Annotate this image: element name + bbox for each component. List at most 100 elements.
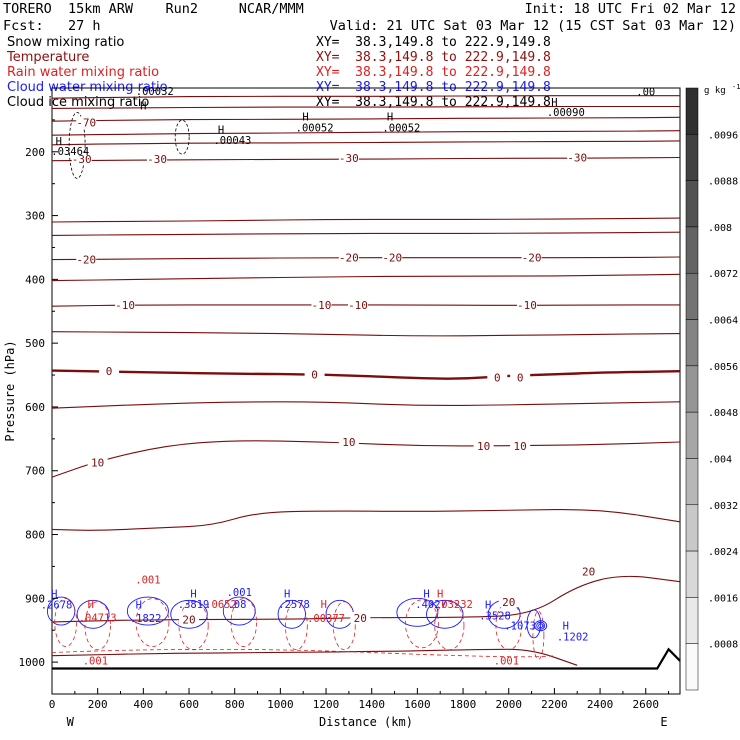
colorbar-tick-label: .0056 bbox=[708, 362, 738, 373]
isotherm-line bbox=[51, 231, 681, 236]
model-header: TORERO 15km ARW Run2 NCAR/MMM bbox=[3, 1, 304, 17]
x-tick-label: 400 bbox=[133, 698, 153, 711]
terrain-line bbox=[52, 647, 681, 670]
y-tick-label: 700 bbox=[25, 465, 45, 478]
isotherm-label: -30 bbox=[339, 152, 359, 165]
max-label: H bbox=[321, 599, 327, 611]
x-tick-label: 0 bbox=[49, 698, 56, 711]
cloud-water-contour bbox=[46, 596, 76, 626]
isotherm-line bbox=[51, 648, 578, 666]
colorbar-tick-label: .0024 bbox=[708, 547, 738, 558]
x-tick-label: 1200 bbox=[313, 698, 340, 711]
isotherm-label: 0 bbox=[106, 365, 113, 378]
max-label: H bbox=[551, 97, 557, 109]
isotherm-line bbox=[51, 95, 680, 99]
max-label: .08 bbox=[227, 599, 246, 611]
isotherm-line bbox=[51, 331, 681, 337]
label-mask bbox=[304, 368, 325, 380]
colorbar-tick-label: .0048 bbox=[708, 408, 738, 419]
field-name: Temperature bbox=[7, 50, 90, 65]
cloud-water-contour bbox=[536, 621, 546, 630]
max-label: H bbox=[190, 589, 196, 601]
x-tick-label: 2600 bbox=[632, 698, 659, 711]
max-label: .03464 bbox=[51, 146, 89, 158]
max-label: .1822 bbox=[130, 613, 162, 625]
label-mask bbox=[498, 596, 519, 608]
colorbar-tick-label: .0064 bbox=[708, 316, 738, 327]
isotherm-line bbox=[51, 273, 681, 282]
isotherm-label: -70 bbox=[76, 116, 96, 129]
max-label: H bbox=[284, 589, 290, 601]
isotherm-line bbox=[51, 140, 681, 146]
x-tick-label: 200 bbox=[88, 698, 108, 711]
isotherm-label: 20 bbox=[502, 596, 515, 609]
label-mask bbox=[516, 298, 537, 310]
isotherm-label: -20 bbox=[382, 252, 402, 265]
y-tick-label: 900 bbox=[25, 592, 45, 605]
max-label: H bbox=[88, 599, 94, 611]
field-name: Snow mixing ratio bbox=[7, 35, 125, 50]
cloud-water-contour bbox=[126, 596, 169, 626]
isotherm-label: -10 bbox=[312, 299, 332, 312]
label-mask bbox=[578, 565, 599, 577]
colorbar-segment bbox=[685, 550, 699, 598]
colorbar-tick-label: .0016 bbox=[708, 593, 738, 604]
x-tick-label: 1400 bbox=[358, 698, 385, 711]
cloud-water-contour bbox=[534, 620, 548, 632]
field-xy-range: XY= 38.3,149.8 to 222.9,149.8 bbox=[316, 65, 551, 80]
label-mask bbox=[473, 439, 494, 451]
y-tick-label: 200 bbox=[25, 146, 45, 159]
label-mask bbox=[510, 439, 531, 451]
colorbar-segment bbox=[685, 365, 699, 413]
isotherm-line bbox=[51, 217, 681, 223]
y-tick-label: 600 bbox=[25, 401, 45, 414]
label-mask bbox=[521, 251, 542, 263]
max-label: .0652 bbox=[205, 599, 237, 611]
isotherm-label: -10 bbox=[115, 299, 135, 312]
isotherm-line bbox=[51, 256, 681, 261]
max-label: .001 bbox=[83, 656, 108, 668]
max-label: .00377 bbox=[307, 613, 345, 625]
max-label: .001 bbox=[227, 587, 252, 599]
valid-time: Valid: 21 UTC Sat 03 Mar 12 (15 CST Sat … bbox=[329, 18, 736, 34]
colorbar-segment bbox=[685, 180, 699, 228]
isotherm-label: -20 bbox=[522, 252, 542, 265]
init-time: Init: 18 UTC Fri 02 Mar 12 bbox=[524, 1, 736, 17]
x-axis-title: Distance (km) bbox=[319, 715, 413, 729]
cloud-water-contour bbox=[170, 599, 208, 629]
max-label: H bbox=[136, 600, 142, 612]
isotherm-label: 0 bbox=[311, 368, 318, 381]
cloud-water-contour bbox=[426, 599, 464, 629]
isotherm-label: 10 bbox=[342, 436, 355, 449]
rain-contour bbox=[230, 598, 258, 647]
rain-contour bbox=[405, 599, 439, 649]
max-label: H bbox=[423, 589, 429, 601]
max-label: H bbox=[51, 589, 57, 601]
x-tick-label: 1800 bbox=[450, 698, 477, 711]
rain-contour bbox=[332, 601, 356, 651]
cloud-water-contour bbox=[538, 623, 544, 629]
label-mask bbox=[510, 371, 531, 383]
max-label: .001 bbox=[494, 656, 519, 668]
max-label: .001 bbox=[135, 575, 160, 587]
rain-contour bbox=[84, 601, 111, 651]
rain-contour bbox=[495, 601, 522, 651]
isotherm-line bbox=[51, 105, 680, 109]
x-tick-label: 1000 bbox=[267, 698, 294, 711]
colorbar-segment bbox=[685, 643, 699, 691]
isotherm-line bbox=[51, 575, 681, 623]
rain-contour bbox=[135, 598, 170, 647]
isotherm-label: -20 bbox=[339, 252, 359, 265]
colorbar-segment bbox=[685, 411, 699, 459]
label-mask bbox=[350, 612, 371, 624]
colorbar-tick-label: .0088 bbox=[708, 177, 738, 188]
field-xy-range: XY= 38.3,149.8 to 222.9,149.8 bbox=[316, 50, 551, 65]
label-mask bbox=[115, 298, 136, 310]
label-mask bbox=[338, 152, 359, 164]
forecast-hour: Fcst: 27 h bbox=[3, 18, 101, 34]
x-tick-label: 2000 bbox=[495, 698, 522, 711]
field-name: Cloud ice mixing ratio bbox=[7, 95, 150, 110]
max-label: .00043 bbox=[213, 135, 251, 147]
max-label: .00052 bbox=[296, 122, 334, 134]
